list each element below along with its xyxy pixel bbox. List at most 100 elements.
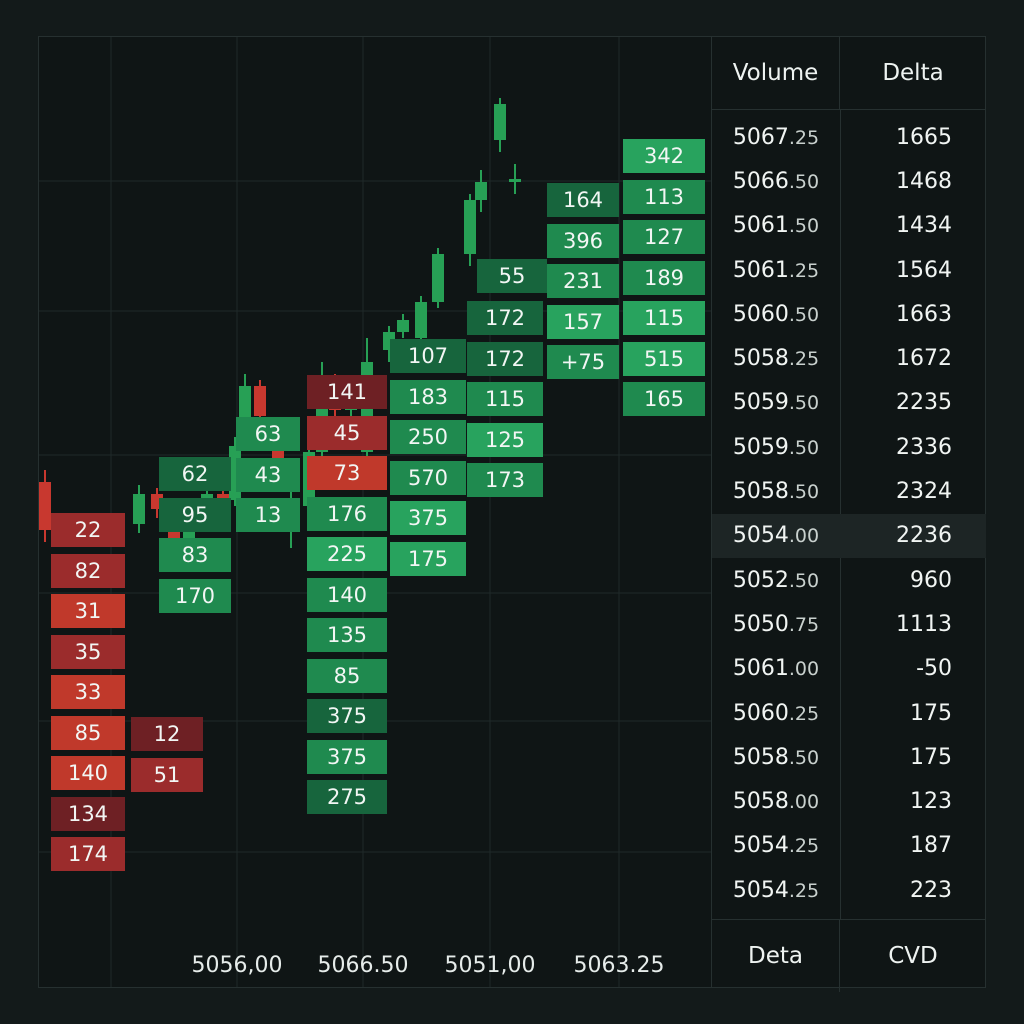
price-level: 5052.50 xyxy=(712,568,840,593)
price-decimal: .25 xyxy=(788,835,820,858)
ladder-row[interactable]: 5054.25 223 xyxy=(712,868,986,912)
footprint-cell[interactable]: 113 xyxy=(623,179,705,214)
footprint-cell[interactable]: 342 xyxy=(623,139,705,173)
ladder-row[interactable]: 5061.25 1564 xyxy=(712,248,986,292)
delta-column-header[interactable]: Delta xyxy=(882,60,944,86)
footprint-cell[interactable]: 115 xyxy=(623,301,705,335)
ladder-row[interactable]: 5052.50 960 xyxy=(712,558,986,602)
footprint-cell[interactable]: 375 xyxy=(307,739,387,774)
footprint-cell[interactable]: 127 xyxy=(623,220,705,254)
footprint-cell[interactable]: 43 xyxy=(236,457,300,492)
footprint-cell[interactable]: 22 xyxy=(51,513,125,547)
footprint-cell[interactable]: 85 xyxy=(307,658,387,693)
footprint-cell[interactable]: 183 xyxy=(390,379,466,414)
ladder-row[interactable]: 5054.25 187 xyxy=(712,824,986,868)
candle-up[interactable] xyxy=(432,254,444,302)
footprint-cell[interactable]: 570 xyxy=(390,460,466,495)
ladder-row[interactable]: 5067.25 1665 xyxy=(712,115,986,159)
footprint-chart[interactable]: 22 82 31 35 33 85 140 134 174 12 51 62 95 83 170 63 43 13… xyxy=(39,37,711,987)
footprint-cell[interactable]: 125 xyxy=(467,422,543,457)
footprint-cell[interactable]: 55 xyxy=(477,259,547,293)
footprint-cell[interactable]: 63 xyxy=(236,417,300,451)
delta-value: 1672 xyxy=(896,346,952,372)
footprint-cell[interactable]: 35 xyxy=(51,634,125,669)
footprint-cell[interactable]: 141 xyxy=(307,375,387,409)
x-axis-label: 5066.50 xyxy=(317,953,409,978)
ladder-row[interactable]: 5061.00 -50 xyxy=(712,647,986,691)
footprint-cell[interactable]: 45 xyxy=(307,415,387,450)
footprint-cell[interactable]: 175 xyxy=(390,541,466,576)
price-decimal: .50 xyxy=(788,746,820,769)
price-level: 5061.00 xyxy=(712,656,840,681)
ladder-row[interactable]: 5059.50 2235 xyxy=(712,381,986,425)
footprint-cell[interactable]: 51 xyxy=(131,757,203,792)
footprint-cell[interactable]: 515 xyxy=(623,341,705,376)
footprint-cell[interactable]: 189 xyxy=(623,260,705,295)
candle-down[interactable] xyxy=(39,482,51,530)
footprint-cell[interactable]: +75 xyxy=(547,345,619,379)
price-integer: 5067 xyxy=(732,124,789,150)
footprint-cell[interactable]: 140 xyxy=(51,756,125,790)
candle-up[interactable] xyxy=(415,302,427,338)
ladder-row[interactable]: 5058.00 123 xyxy=(712,779,986,823)
ladder-row[interactable]: 5066.50 1468 xyxy=(712,159,986,203)
footprint-cell[interactable]: 95 xyxy=(159,497,231,532)
footprint-cell[interactable]: 135 xyxy=(307,618,387,652)
candle-down[interactable] xyxy=(254,386,266,416)
footprint-cell[interactable]: 172 xyxy=(467,341,543,376)
footprint-cell[interactable]: 396 xyxy=(547,223,619,258)
footprint-cell[interactable]: 275 xyxy=(307,780,387,814)
footprint-cell[interactable]: 62 xyxy=(159,457,231,491)
candle-up[interactable] xyxy=(133,494,145,524)
footprint-cell[interactable]: 134 xyxy=(51,796,125,831)
candle-up[interactable] xyxy=(475,182,487,200)
price-level: 5066.50 xyxy=(712,169,840,194)
footprint-cell[interactable]: 174 xyxy=(51,837,125,871)
footprint-cell[interactable]: 13 xyxy=(236,498,300,532)
footprint-cell[interactable]: 170 xyxy=(159,578,231,613)
footprint-cell[interactable]: 231 xyxy=(547,264,619,298)
ladder-row[interactable]: 5050.75 1113 xyxy=(712,602,986,646)
cvd-footer-label[interactable]: CVD xyxy=(888,943,938,969)
footprint-cell[interactable]: 172 xyxy=(467,301,543,335)
price-decimal: .25 xyxy=(788,126,820,149)
footprint-cell[interactable]: 107 xyxy=(390,339,466,373)
ladder-row[interactable]: 5060.50 1663 xyxy=(712,292,986,336)
footprint-cell[interactable]: 73 xyxy=(307,456,387,490)
ladder-row[interactable]: 5059.50 2336 xyxy=(712,425,986,469)
ladder-row[interactable]: 5058.25 1672 xyxy=(712,336,986,380)
footprint-cell[interactable]: 157 xyxy=(547,304,619,339)
footprint-cell[interactable]: 82 xyxy=(51,553,125,588)
footprint-cell[interactable]: 375 xyxy=(307,699,387,733)
ladder-row[interactable]: 5058.50 2324 xyxy=(712,469,986,513)
footprint-cell[interactable]: 225 xyxy=(307,537,387,571)
candle-up[interactable] xyxy=(509,179,521,182)
footprint-cell[interactable]: 140 xyxy=(307,577,387,612)
footprint-cell[interactable]: 165 xyxy=(623,382,705,416)
ladder-row[interactable]: 5058.50 175 xyxy=(712,735,986,779)
ladder-row[interactable]: 5060.25 175 xyxy=(712,691,986,735)
footprint-cell[interactable]: 173 xyxy=(467,463,543,497)
price-integer: 5054 xyxy=(732,877,789,903)
footprint-cell[interactable]: 176 xyxy=(307,496,387,531)
footprint-cell[interactable]: 83 xyxy=(159,538,231,572)
footprint-cell[interactable]: 115 xyxy=(467,382,543,416)
candle-up[interactable] xyxy=(464,200,476,254)
candle-up[interactable] xyxy=(397,320,409,332)
ladder-row[interactable]: 5061.50 1434 xyxy=(712,204,986,248)
footprint-cell[interactable]: 33 xyxy=(51,675,125,709)
ladder-row-current[interactable]: 5054.00 2236 xyxy=(712,513,986,558)
price-ladder-panel: Volume Delta 5067.25 1665 5066.50 1468 5061.… xyxy=(711,37,986,992)
footprint-cell[interactable]: 31 xyxy=(51,594,125,628)
footprint-cell[interactable]: 164 xyxy=(547,183,619,217)
volume-column-header[interactable]: Volume xyxy=(712,37,840,109)
footprint-cell[interactable]: 85 xyxy=(51,715,125,750)
candle-up[interactable] xyxy=(239,386,251,422)
footprint-cell[interactable]: 250 xyxy=(390,420,466,454)
deta-footer-label[interactable]: Deta xyxy=(712,920,840,992)
price-decimal: .50 xyxy=(788,481,820,504)
candle-up[interactable] xyxy=(494,104,506,140)
footprint-cell[interactable]: 375 xyxy=(390,501,466,535)
footprint-cell[interactable]: 12 xyxy=(131,717,203,751)
price-integer: 5050 xyxy=(732,611,789,637)
